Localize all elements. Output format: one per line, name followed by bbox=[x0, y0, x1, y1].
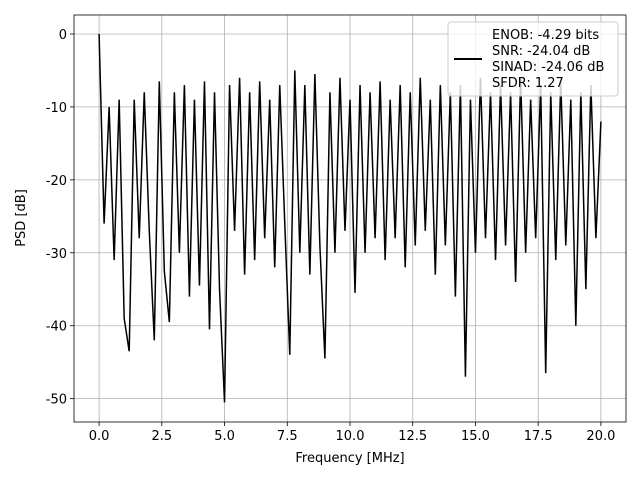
legend-label: ENOB: -4.29 bits SNR: -24.04 dB SINAD: -24… bbox=[492, 28, 604, 91]
y-tick-label: -30 bbox=[46, 247, 67, 262]
y-tick-label: -20 bbox=[46, 174, 67, 189]
axes-frame bbox=[73, 14, 627, 423]
y-tick-label: -40 bbox=[46, 320, 67, 335]
y-tick-label: -50 bbox=[46, 393, 67, 408]
x-axis-label: Frequency [MHz] bbox=[295, 451, 404, 466]
x-tick-label: 12.5 bbox=[398, 429, 427, 444]
x-tick-label: 5.0 bbox=[214, 429, 235, 444]
x-tick-label: 2.5 bbox=[151, 429, 172, 444]
line-series bbox=[98, 33, 602, 403]
x-tick-label: 0.0 bbox=[89, 429, 110, 444]
y-axis-label: PSD [dB] bbox=[14, 189, 29, 247]
y-tick-label: -10 bbox=[46, 101, 67, 116]
y-tick-label: 0 bbox=[59, 28, 67, 43]
x-tick-label: 15.0 bbox=[461, 429, 490, 444]
x-tick-label: 10.0 bbox=[336, 429, 365, 444]
x-tick-label: 20.0 bbox=[586, 429, 615, 444]
x-tick-label: 17.5 bbox=[524, 429, 553, 444]
x-tick-label: 7.5 bbox=[277, 429, 298, 444]
legend-box bbox=[447, 21, 619, 97]
